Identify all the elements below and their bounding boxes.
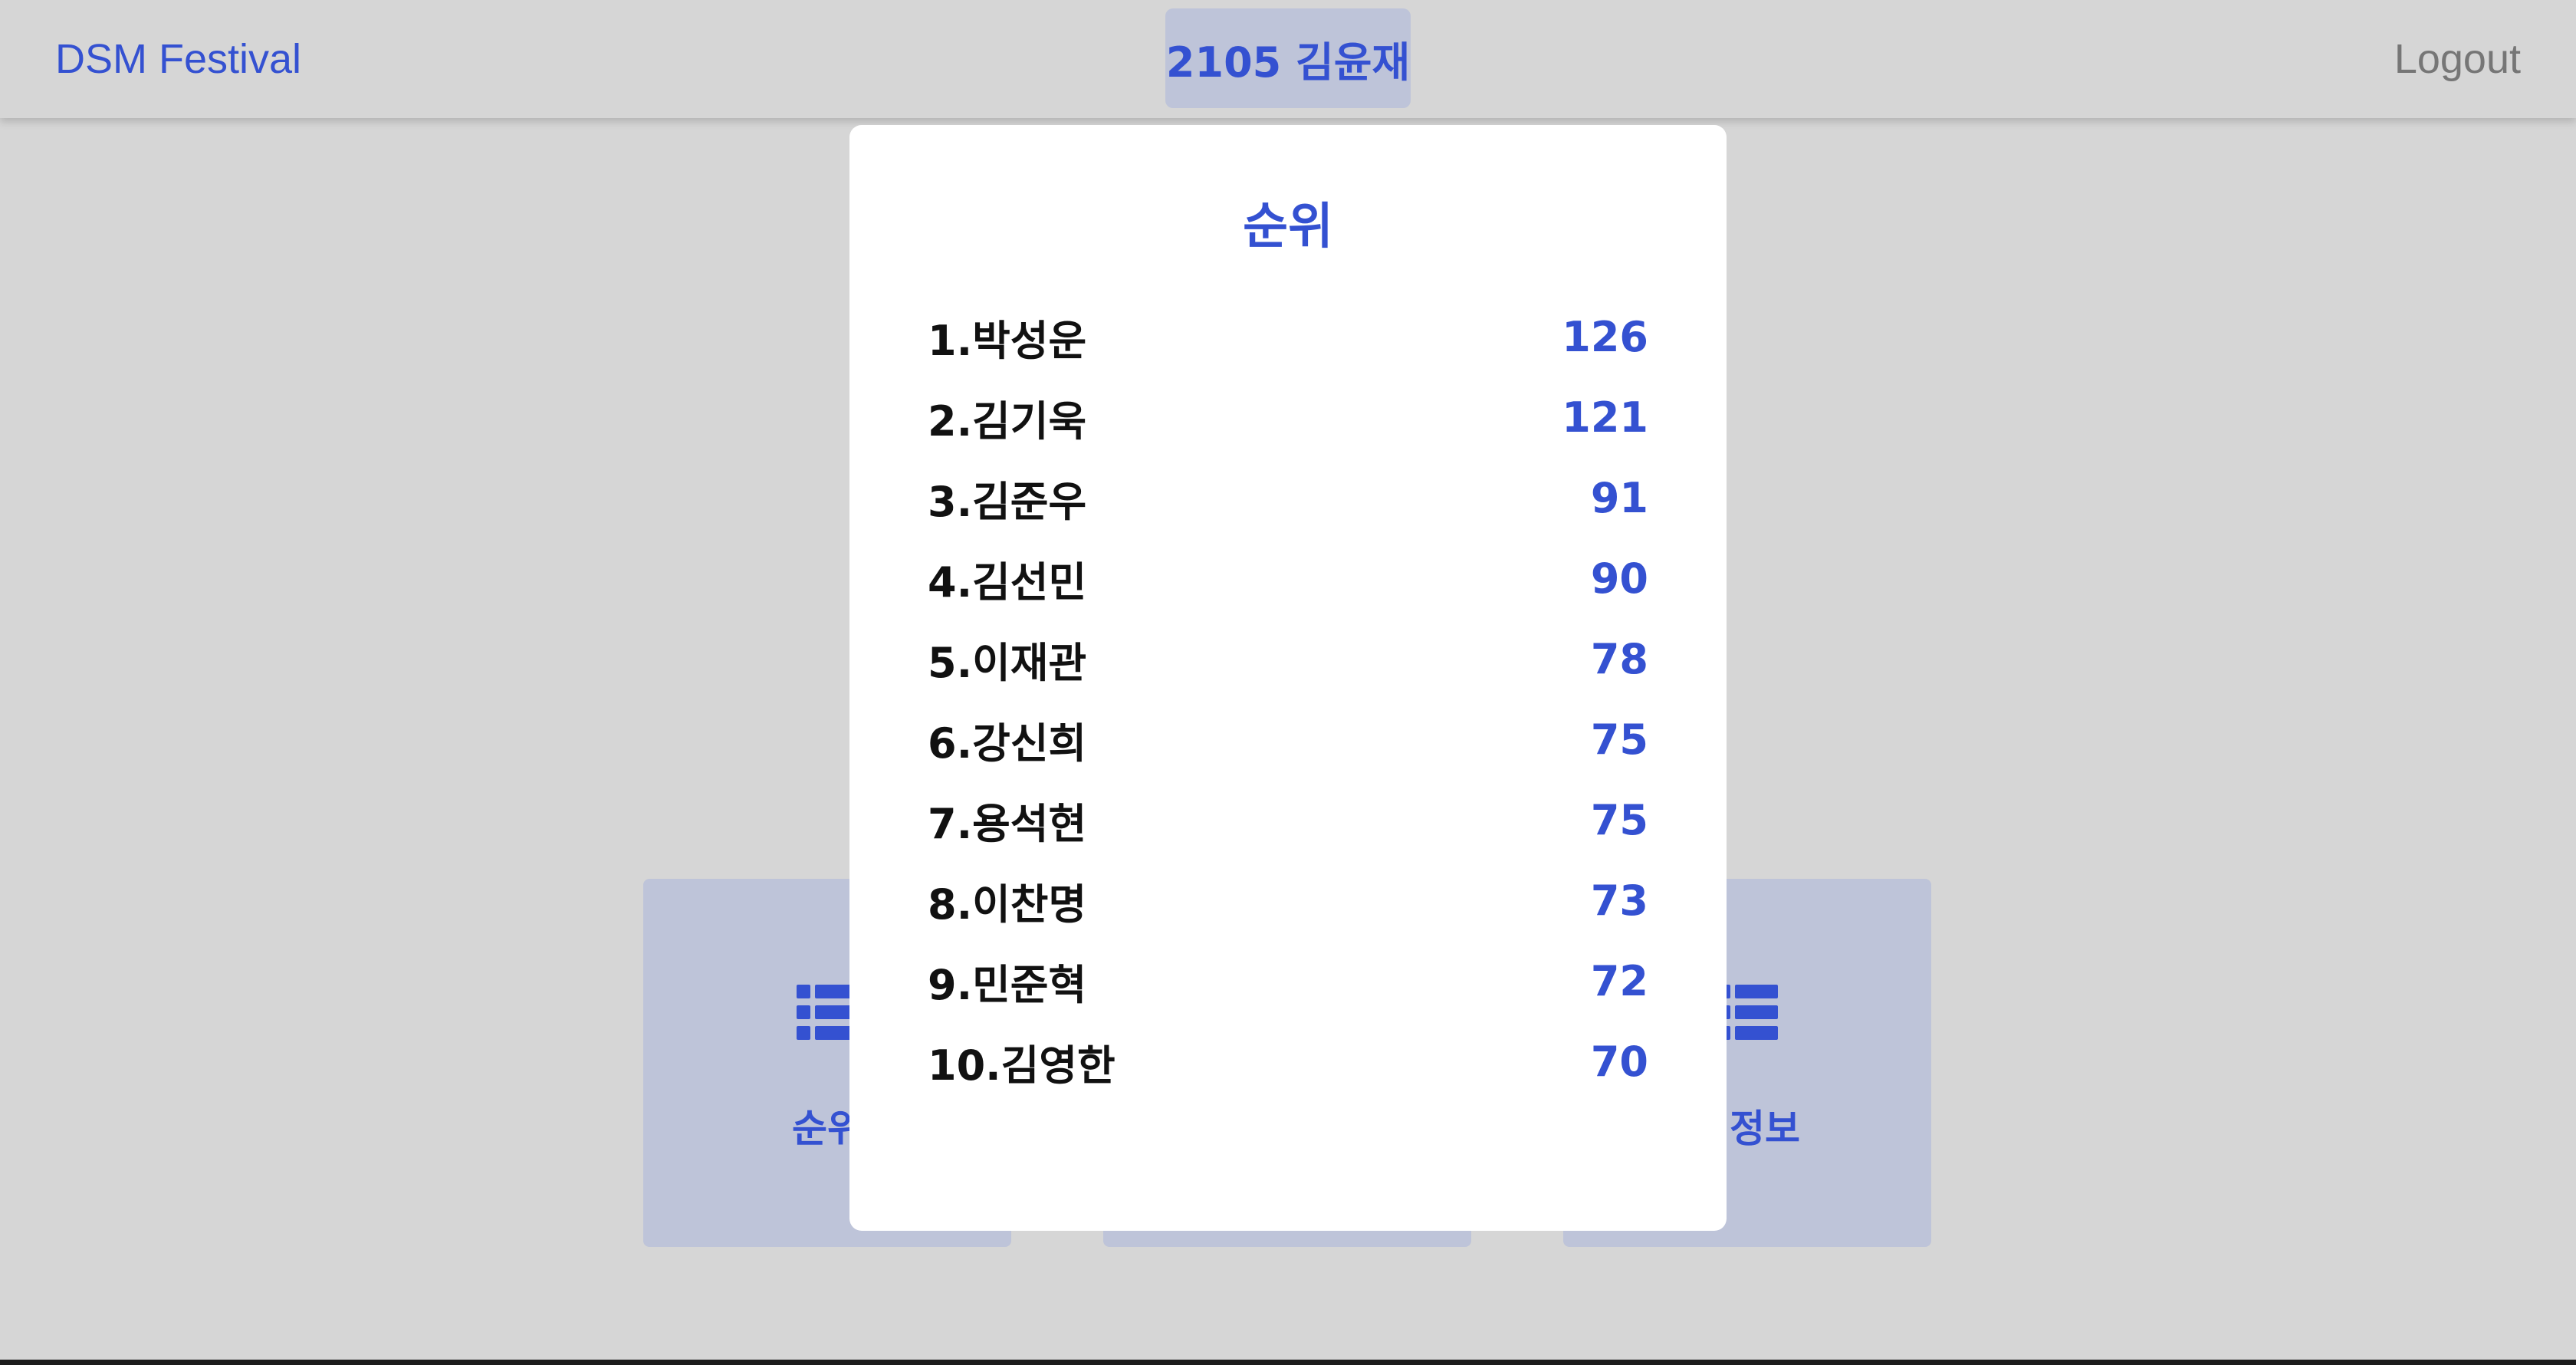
ranking-name: 2.김기욱 <box>928 397 1087 446</box>
ranking-score: 121 <box>1562 393 1648 442</box>
ranking-row[interactable]: 5.이재관 78 <box>928 619 1648 699</box>
ranking-score: 78 <box>1590 635 1648 683</box>
ranking-score: 73 <box>1590 877 1648 925</box>
ranking-score: 75 <box>1590 796 1648 844</box>
ranking-modal: 순위 1.박성운 126 2.김기욱 121 3.김준우 91 4.김선민 90 5.이재관 78… <box>849 125 1727 1231</box>
ranking-score: 91 <box>1590 474 1648 522</box>
ranking-name: 8.이찬명 <box>928 880 1087 929</box>
ranking-name: 7.용석현 <box>928 800 1087 848</box>
top-nav-bar: DSM Festival 2105 김윤재 Logout <box>0 0 2576 118</box>
ranking-name: 4.김선민 <box>928 558 1087 607</box>
ranking-name: 6.강신희 <box>928 719 1087 768</box>
ranking-row[interactable]: 1.박성운 126 <box>928 297 1648 377</box>
ranking-score: 72 <box>1590 957 1648 1005</box>
ranking-name: 1.박성운 <box>928 317 1087 365</box>
ranking-row[interactable]: 8.이찬명 73 <box>928 860 1648 941</box>
user-badge[interactable]: 2105 김윤재 <box>1165 8 1411 108</box>
ranking-row[interactable]: 6.강신희 75 <box>928 699 1648 780</box>
brand-link[interactable]: DSM Festival <box>55 36 302 82</box>
ranking-name: 9.민준혁 <box>928 961 1087 1009</box>
ranking-row[interactable]: 7.용석현 75 <box>928 780 1648 860</box>
ranking-row[interactable]: 4.김선민 90 <box>928 538 1648 619</box>
ranking-score: 126 <box>1562 313 1648 361</box>
ranking-name: 10.김영한 <box>928 1041 1116 1090</box>
ranking-row[interactable]: 3.김준우 91 <box>928 458 1648 538</box>
ranking-name: 3.김준우 <box>928 478 1087 526</box>
ranking-score: 75 <box>1590 715 1648 764</box>
list-icon <box>797 985 858 1040</box>
ranking-row[interactable]: 2.김기욱 121 <box>928 377 1648 458</box>
bottom-divider <box>0 1360 2576 1365</box>
ranking-score: 70 <box>1590 1038 1648 1086</box>
ranking-row[interactable]: 9.민준혁 72 <box>928 941 1648 1021</box>
ranking-list: 1.박성운 126 2.김기욱 121 3.김준우 91 4.김선민 90 5.이재관 78 6.강… <box>928 297 1648 1102</box>
logout-button[interactable]: Logout <box>2394 36 2521 82</box>
modal-title: 순위 <box>1243 199 1333 255</box>
ranking-name: 5.이재관 <box>928 639 1087 687</box>
ranking-score: 90 <box>1590 554 1648 603</box>
ranking-row[interactable]: 10.김영한 70 <box>928 1021 1648 1102</box>
